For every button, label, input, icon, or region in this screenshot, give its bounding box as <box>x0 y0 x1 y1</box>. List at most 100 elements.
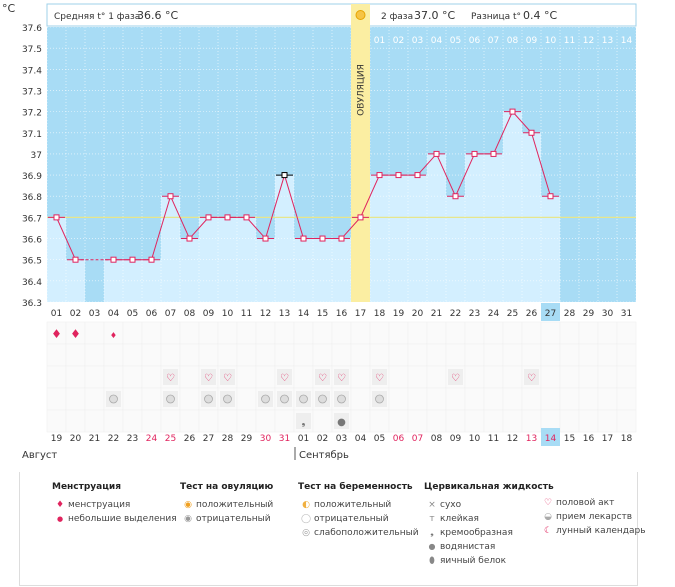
temp-line-segment <box>417 153 437 176</box>
temp-point <box>129 256 136 263</box>
cycle-day-label: 22 <box>450 309 461 319</box>
cycle-day-label: 07 <box>165 309 176 319</box>
pill-icon <box>337 394 346 404</box>
y-tick-label: 37.6 <box>22 24 42 34</box>
y-axis-label: °C <box>2 2 16 15</box>
calendar-date-label: 07 <box>412 434 423 444</box>
grid-cell <box>369 409 390 433</box>
calendar-date-label: 03 <box>336 434 347 444</box>
heart-icon: ♡ <box>280 373 289 384</box>
grid-cell <box>521 387 542 411</box>
temp-bar <box>180 238 199 302</box>
grid-cell <box>103 365 124 389</box>
sticky-icon: ᴛ <box>429 514 435 524</box>
cycle-day-label: 27 <box>545 309 556 319</box>
y-tick-label: 37.2 <box>22 109 42 119</box>
grid-cell <box>578 409 599 433</box>
legend-cf-dry: сухо <box>440 500 462 510</box>
cycle-day-label: 10 <box>222 309 234 319</box>
grid-cell <box>65 409 86 433</box>
grid-cell <box>217 409 238 433</box>
menstruation-drop-icon: ♦ <box>70 327 81 341</box>
grid-cell <box>122 365 143 389</box>
temp-point <box>167 193 174 200</box>
legend-pt-negative: отрицательный <box>314 514 389 524</box>
grid-cell <box>388 387 409 411</box>
heart-icon: ♡ <box>166 373 175 384</box>
grid-cell <box>407 365 428 389</box>
grid-cell <box>179 343 200 367</box>
y-tick-label: 36.9 <box>22 172 42 182</box>
y-tick-label: 36.3 <box>22 299 42 309</box>
y-tick-label: 37.3 <box>22 87 42 97</box>
grid-cell <box>255 409 276 433</box>
grid-cell <box>141 343 162 367</box>
watery-icon: ● <box>428 542 436 551</box>
cycle-day-label: 20 <box>412 309 424 319</box>
grid-cell <box>236 387 257 411</box>
pill-icon <box>280 394 289 404</box>
sex-cell-bg <box>277 369 292 385</box>
cycle-day-label: 30 <box>602 309 614 319</box>
grid-cell <box>198 409 219 433</box>
legend-ovt-negative: отрицательный <box>196 514 271 524</box>
cycle-day-label: 13 <box>279 309 290 319</box>
cycle-day-label: 08 <box>184 309 196 319</box>
temp-bar <box>370 175 389 302</box>
grid-cell <box>426 321 447 345</box>
grid-cell <box>141 365 162 389</box>
legend-sex: половой акт <box>556 498 615 508</box>
grid-cell <box>84 343 105 367</box>
grid-cell <box>122 321 143 345</box>
cycle-day-label: 26 <box>526 309 538 319</box>
cycle-day-label: 25 <box>507 309 518 319</box>
temp-bar <box>465 153 484 302</box>
grid-cell <box>559 321 580 345</box>
grid-cell <box>160 409 181 433</box>
creamy-fluid-icon: ❟ <box>302 417 306 428</box>
calendar-date-label: 19 <box>51 434 63 444</box>
grid-cell <box>369 321 390 345</box>
legend-ovulation-title: Тест на овуляцию <box>180 482 274 492</box>
legend-pt-weak: слабоположительный <box>314 528 419 538</box>
month-left-label: Август <box>22 450 57 461</box>
calendar-date-label: 12 <box>507 434 518 444</box>
grid-cell <box>65 365 86 389</box>
grid-cell <box>274 343 295 367</box>
grid-cell <box>236 365 257 389</box>
grid-cell <box>274 321 295 345</box>
legend-cervical-title: Цервикальная жидкость <box>424 482 554 492</box>
grid-cell <box>407 343 428 367</box>
temp-point <box>433 150 440 157</box>
calendar-date-label: 17 <box>602 434 613 444</box>
calendar-date-label: 05 <box>374 434 385 444</box>
ovulation-marker-icon <box>355 10 366 20</box>
grid-cell <box>559 387 580 411</box>
ovulation-column <box>351 4 370 302</box>
grid-cell <box>502 343 523 367</box>
fluid-cell-bg <box>334 413 349 429</box>
temp-line-segment <box>455 153 475 197</box>
y-tick-label: 36.7 <box>22 214 42 224</box>
grid-cell <box>521 321 542 345</box>
legend-ovt-positive: положительный <box>196 500 274 510</box>
pill-icon <box>204 394 213 404</box>
calendar-date-label: 26 <box>184 434 196 444</box>
temp-point <box>414 172 421 179</box>
temp-point <box>471 150 478 157</box>
temp-point <box>395 172 402 179</box>
temp-bar <box>446 196 465 302</box>
calendar-date-label: 18 <box>621 434 633 444</box>
pill-icon <box>318 394 327 404</box>
legend-frame <box>19 472 638 586</box>
luteal-day-label: 04 <box>431 36 443 46</box>
cycle-day-label: 11 <box>241 309 252 319</box>
heart-icon: ♡ <box>223 373 232 384</box>
menstruation-icon: ♦ <box>55 500 65 510</box>
ovulation-negative-icon: ◉ <box>184 514 192 524</box>
grid-cell <box>312 343 333 367</box>
legend-pregnancy-test: Тест на беременность ◐ положительный ◯ отр… <box>298 482 419 540</box>
grid-cell <box>293 321 314 345</box>
temp-bar <box>541 196 560 302</box>
temp-point <box>547 193 554 200</box>
